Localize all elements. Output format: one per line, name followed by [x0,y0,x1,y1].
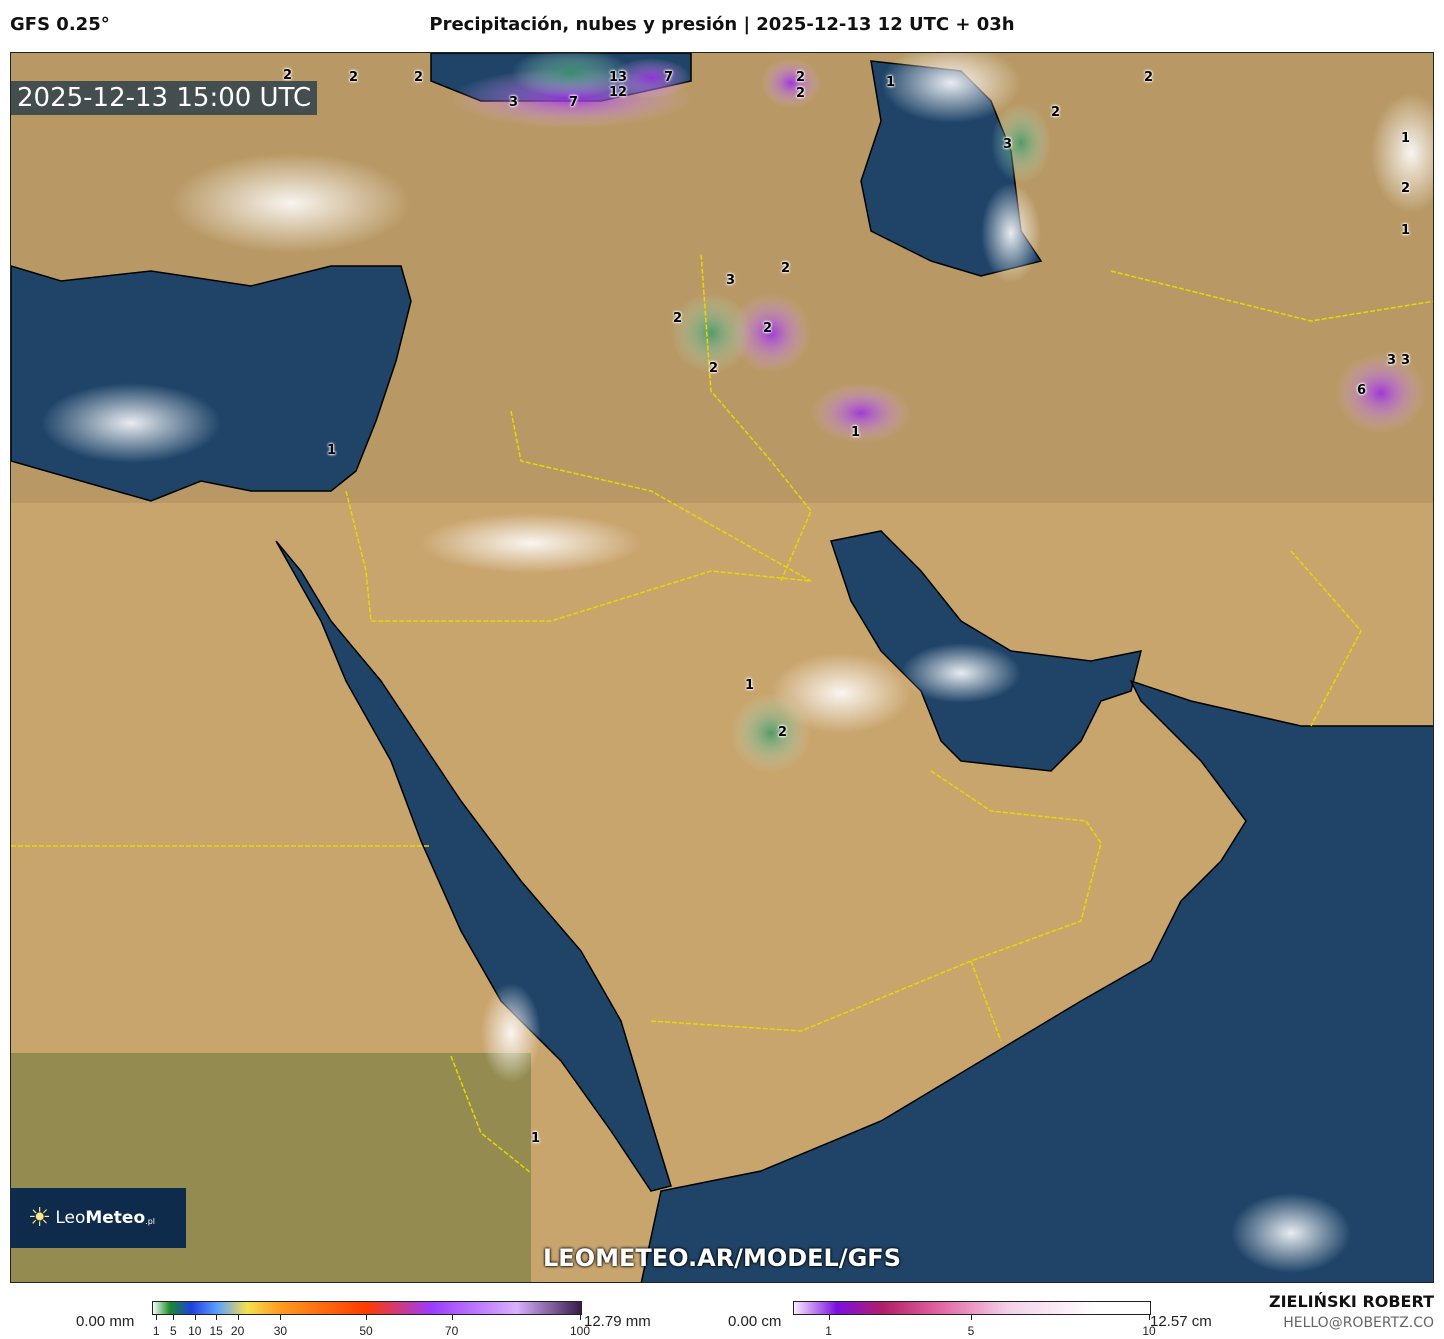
legend-tick-mark [971,1315,972,1320]
legend-tick-mark [828,1315,830,1320]
precip-label: 1 [531,1131,541,1146]
country-borders [11,252,1433,1174]
precip-label: 13 [609,70,628,85]
precip-label: 3 [726,273,736,288]
snow-colorbar [793,1301,1151,1315]
legend-tick-label: 30 [273,1324,288,1338]
precip-label: 1 [851,425,861,440]
legend-tick-label: 50 [359,1324,373,1338]
legend-tick-mark [1149,1315,1150,1320]
precip-label: 2 [781,261,791,276]
legend-tick-mark [156,1315,158,1320]
legend-tick-mark [237,1315,239,1320]
precip-label: 2 [1051,105,1061,120]
legend-tick-label: 1 [152,1324,160,1338]
precip-colorbar [152,1301,582,1315]
precip-label: 1 [1401,131,1411,146]
precip-label: 2 [414,70,424,85]
snow-legend-min: 0.00 cm [728,1313,782,1330]
legend-tick-label: 20 [230,1324,245,1338]
mediterranean-sea [11,265,412,502]
author-email: HELLO@ROBERTZ.CO [1283,1315,1434,1331]
legend-tick-mark [451,1315,453,1320]
model-name: GFS 0.25° [10,14,110,35]
precip-label: 1 [886,75,896,90]
precip-legend-max: 12.79 mm [584,1313,651,1330]
precip-label: 7 [569,95,579,110]
precip-label: 3 [1003,137,1013,152]
watermark-url: LEOMETEO.AR/MODEL/GFS [543,1244,901,1272]
snow-legend-max: 12.57 cm [1150,1313,1212,1330]
precip-label: 7 [664,70,674,85]
map-title: Precipitación, nubes y presión | 2025-12… [429,14,1015,35]
precip-label: 2 [763,321,773,336]
legend-tick-mark [580,1315,581,1320]
legend-tick-label: 5 [967,1324,975,1338]
arabian-sea [640,679,1433,1282]
author-name: ZIELIŃSKI ROBERT [1268,1292,1434,1311]
legend-tick-label: 10 [1142,1324,1156,1338]
precip-label: 1 [1401,223,1411,238]
legend-tick-mark [366,1315,367,1320]
legend-tick-mark [216,1315,218,1320]
legend-tick-label: 5 [170,1324,177,1338]
logo-text-light: Leo [55,1208,86,1228]
red-sea [275,540,672,1192]
leometeo-logo[interactable]: ☀ Leo Meteo .pl [10,1188,186,1248]
precip-label: 1 [327,443,337,458]
valid-time-stamp: 2025-12-13 15:00 UTC [11,81,318,115]
precip-label: 3 [1401,353,1411,368]
precip-label: 2 [283,68,293,83]
weather-map[interactable]: 2025-12-13 15:00 UTC 2 2 2 13 7 3 7 12 2… [10,52,1434,1283]
logo-text-bold: Meteo [85,1208,146,1228]
precip-label: 2 [796,70,806,85]
legend-tick-label: 15 [209,1324,223,1338]
precip-label: 2 [709,361,719,376]
clouds [41,53,1433,1273]
precip-label: 1 [745,678,755,693]
logo-suffix: .pl [145,1216,155,1226]
map-canvas [11,53,1433,1282]
precip-label: 2 [1401,181,1411,196]
legend-tick-label: 10 [188,1324,202,1338]
legend-tick-label: 100 [569,1324,591,1338]
precipitation [451,58,1426,443]
sun-icon: ☀ [28,1203,52,1233]
precip-label: 2 [349,70,359,85]
light-rain [511,53,1051,773]
legend-tick-label: 70 [444,1324,459,1338]
precip-label: 2 [1144,70,1154,85]
precip-label: 2 [796,86,806,101]
precip-legend-min: 0.00 mm [76,1313,135,1330]
precip-label: 2 [673,311,683,326]
precip-label: 6 [1357,383,1367,398]
legend-tick-mark [173,1315,175,1320]
precip-label: 3 [509,95,519,110]
precip-label: 3 [1387,353,1397,368]
precip-label: 2 [778,725,788,740]
legend-tick-mark [280,1315,282,1320]
legend-tick-mark [194,1315,196,1320]
precip-label: 12 [609,85,628,100]
legend-tick-label: 1 [825,1324,832,1338]
